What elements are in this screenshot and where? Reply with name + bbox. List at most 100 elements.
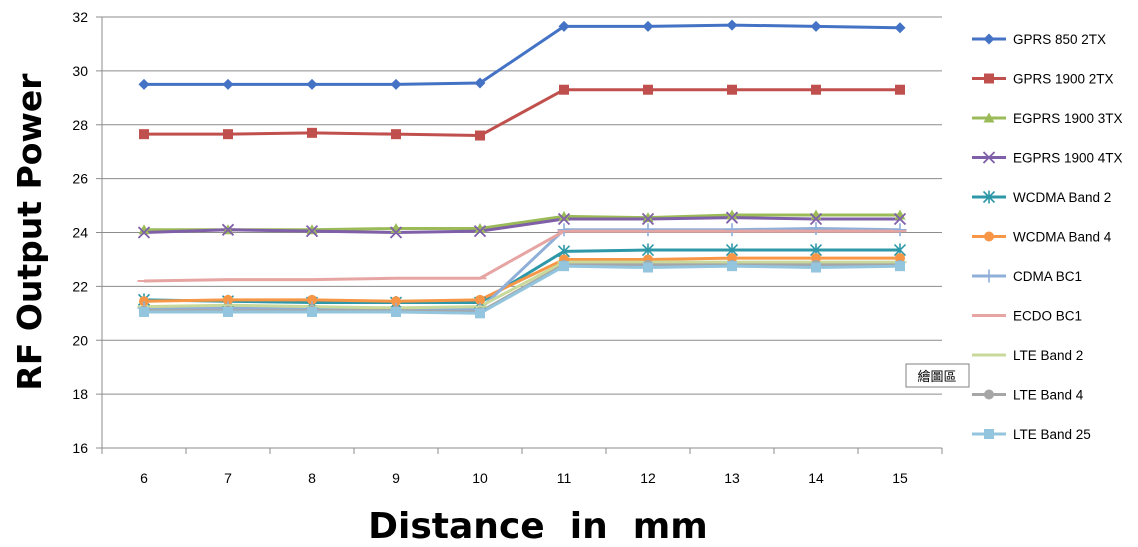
y-tick-label: 32 [72, 9, 88, 25]
data-point-cdma-bc1 [893, 223, 907, 237]
data-point-lte-band-25 [391, 306, 401, 317]
y-tick-label: 26 [72, 171, 88, 187]
legend-item-gprs-1900-2tx: GPRS 1900 2TX [972, 72, 1114, 87]
series-line-lte-band-2 [143, 260, 900, 310]
data-point-egprs-1900-3tx [306, 224, 318, 235]
y-tick-labels: 16 18 20 22 24 26 28 30 32 [72, 9, 88, 456]
data-point-gprs-850-2tx [810, 20, 822, 32]
data-point-egprs-1900-3tx [642, 212, 654, 223]
series-line-lte-band-25 [144, 264, 901, 315]
data-point-gprs-1900-2tx [559, 84, 569, 95]
data-point-egprs-1900-3tx [558, 210, 570, 221]
legend-item-gprs-850-2tx: GPRS 850 2TX [972, 32, 1106, 47]
y-tick-label: 28 [72, 117, 88, 133]
legend-label: WCDMA Band 2 [1013, 190, 1111, 205]
data-point-egprs-1900-3tx [726, 209, 738, 220]
legend-marker [984, 73, 994, 84]
data-point-cdma-bc1 [641, 223, 655, 237]
legend-item-egprs-1900-4tx: EGPRS 1900 4TX [972, 151, 1123, 166]
series-line-ecdo-bc1 [143, 229, 900, 283]
legend-marker [983, 112, 995, 123]
data-point-wcdma-band-4 [307, 294, 317, 305]
data-point-wcdma-band-4 [391, 296, 401, 307]
series-line-wcdma-band-4 [143, 256, 900, 303]
data-point-gprs-850-2tx [474, 77, 486, 89]
legend-label: WCDMA Band 4 [1013, 230, 1112, 245]
legend-marker [982, 151, 996, 164]
legend-item-egprs-1900-3tx: EGPRS 1900 3TX [972, 111, 1123, 126]
legend-label: LTE Band 25 [1013, 427, 1091, 442]
legend-marker [984, 231, 994, 242]
data-point-gprs-1900-2tx [139, 129, 149, 140]
data-point-lte-band-25 [643, 262, 653, 273]
x-tick-label: 13 [724, 470, 740, 486]
legend: GPRS 850 2TX GPRS 1900 2TX EGPRS 1900 3TX E… [972, 32, 1123, 442]
x-tick-label: 8 [308, 470, 316, 486]
data-point-lte-band-25 [307, 306, 317, 317]
plot-area-tooltip: 繪圖區 [905, 363, 970, 388]
data-point-egprs-1900-4tx [137, 226, 151, 239]
series-line-gprs-850-2tx [144, 23, 901, 86]
legend-marker [984, 389, 994, 400]
legend-label: GPRS 1900 2TX [1013, 72, 1114, 87]
data-point-cdma-bc1 [725, 223, 739, 237]
legend-marker [982, 190, 996, 204]
data-point-wcdma-band-4 [475, 294, 485, 305]
data-point-egprs-1900-4tx [305, 225, 319, 238]
legend-label: EGPRS 1900 4TX [1013, 151, 1123, 166]
data-point-egprs-1900-4tx [725, 211, 739, 224]
data-point-gprs-1900-2tx [307, 127, 317, 138]
legend-item-ecdo-bc1: ECDO BC1 [972, 309, 1082, 324]
legend-item-lte-band-4: LTE Band 4 [972, 388, 1084, 403]
legend-label: EGPRS 1900 3TX [1013, 111, 1123, 126]
grid-lines [96, 16, 942, 449]
x-tick-label: 6 [140, 470, 148, 486]
data-point-wcdma-band-2 [641, 243, 655, 257]
series-markers [137, 19, 907, 319]
y-tick-label: 30 [72, 63, 88, 79]
legend-item-cdma-bc1: CDMA BC1 [972, 269, 1082, 284]
axes [101, 17, 943, 454]
data-point-egprs-1900-4tx [473, 225, 487, 238]
data-point-cdma-bc1 [809, 221, 823, 235]
data-point-egprs-1900-3tx [138, 224, 150, 235]
y-tick-label: 22 [72, 278, 88, 294]
series-lines [143, 23, 901, 315]
data-point-egprs-1900-4tx [221, 223, 235, 236]
x-tick-label: 9 [392, 470, 400, 486]
data-point-gprs-850-2tx [222, 78, 234, 90]
legend-label: LTE Band 4 [1013, 388, 1084, 403]
x-tick-label: 10 [472, 470, 488, 486]
y-tick-label: 16 [72, 440, 88, 456]
y-axis-label: RF Output Power [10, 73, 49, 391]
data-point-egprs-1900-4tx [809, 212, 823, 226]
data-point-gprs-1900-2tx [643, 84, 653, 95]
tooltip-text: 繪圖區 [917, 369, 956, 385]
data-point-egprs-1900-4tx [893, 212, 907, 226]
data-point-egprs-1900-3tx [474, 222, 486, 233]
data-point-gprs-1900-2tx [391, 129, 401, 140]
legend-item-wcdma-band-4: WCDMA Band 4 [972, 230, 1112, 245]
legend-marker [984, 429, 994, 439]
x-tick-label: 14 [808, 470, 824, 486]
data-point-lte-band-25 [475, 308, 485, 319]
data-point-wcdma-band-4 [139, 296, 149, 307]
series-line-egprs-1900-4tx [143, 216, 900, 234]
legend-item-lte-band-2: LTE Band 2 [972, 348, 1083, 363]
data-point-gprs-1900-2tx [811, 84, 821, 95]
data-point-lte-band-25 [139, 306, 149, 317]
data-point-lte-band-25 [811, 262, 821, 273]
data-point-gprs-1900-2tx [895, 84, 905, 95]
data-point-gprs-850-2tx [726, 19, 738, 31]
x-axis-label: Distance in mm [368, 506, 708, 547]
data-point-egprs-1900-4tx [641, 212, 655, 226]
x-tick-labels: 6 7 8 9 10 11 12 13 14 15 [140, 470, 908, 486]
x-tick-label: 15 [892, 470, 908, 486]
y-tick-label: 18 [72, 386, 88, 402]
data-point-gprs-1900-2tx [727, 84, 737, 95]
y-tick-label: 24 [72, 225, 88, 241]
data-point-egprs-1900-4tx [557, 212, 571, 226]
data-point-lte-band-25 [223, 306, 233, 317]
y-tick-label: 20 [72, 332, 88, 348]
